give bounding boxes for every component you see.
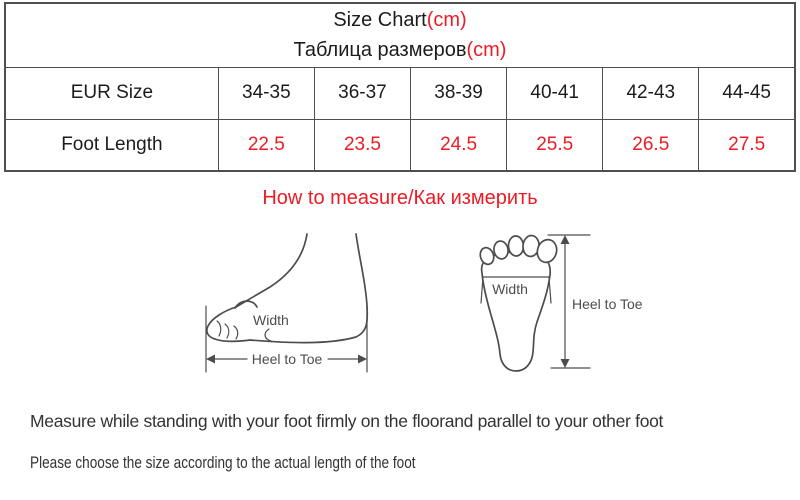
- foot-length-value: 24.5: [410, 118, 508, 172]
- instep-bump-line: [234, 300, 258, 309]
- eur-size-row-header: EUR Size: [4, 66, 219, 120]
- toe-middle: [507, 235, 525, 257]
- arrowhead-up-icon: [560, 235, 570, 244]
- width-tick-right: [548, 276, 552, 304]
- toe-arc-1: [216, 320, 222, 337]
- width-pointer-arc: [264, 328, 272, 342]
- table-title-cell: Size Chart(cm) Таблица размеров(cm): [4, 2, 796, 68]
- eur-size-value: 42-43: [602, 66, 700, 120]
- size-table: Size Chart(cm) Таблица размеров(cm) EUR …: [4, 2, 796, 172]
- title-en-unit: (cm): [426, 9, 467, 32]
- foot-side-view-diagram: Width Heel to Toe: [205, 233, 369, 373]
- footprint-outline: [480, 250, 552, 372]
- title-en-text: Size Chart: [333, 9, 427, 32]
- note-measure-standing: Measure while standing with your foot fi…: [30, 411, 664, 431]
- heel-to-toe-label: Heel to Toe: [252, 351, 323, 367]
- measure-heading: How to measure/Как измерить: [262, 187, 538, 209]
- back-leg-heel-sole-line: [249, 233, 369, 344]
- foot-top-view-diagram: Width Heel to Toe: [479, 234, 643, 372]
- toe-fourth: [493, 240, 509, 260]
- note-choose-size: Please choose the size according to the …: [30, 453, 416, 472]
- eur-size-value: 40-41: [506, 66, 604, 120]
- title-ru-unit: (cm): [466, 39, 507, 62]
- eur-size-value: 38-39: [410, 66, 508, 120]
- foot-length-row: Foot Length 22.5 23.5 24.5 25.5 26.5 27.…: [4, 118, 796, 172]
- foot-length-row-header: Foot Length: [4, 118, 219, 172]
- toe-front-outline: [205, 306, 251, 343]
- toe-big: [536, 238, 558, 264]
- toe-small: [479, 246, 495, 266]
- width-label: Width: [253, 312, 289, 328]
- table-title-row: Size Chart(cm) Таблица размеров(cm): [4, 2, 796, 68]
- arrowhead-right-icon: [358, 354, 367, 364]
- foot-length-value: 26.5: [602, 118, 700, 172]
- table-title-ru: Таблица размеров(cm): [6, 35, 794, 65]
- eur-size-row: EUR Size 34-35 36-37 38-39 40-41 42-43 4…: [4, 66, 796, 120]
- foot-length-value: 25.5: [506, 118, 604, 172]
- toe-arc-2: [224, 323, 230, 339]
- title-ru-text: Таблица размеров: [293, 39, 467, 62]
- heel-to-toe-label: Heel to Toe: [572, 296, 643, 312]
- eur-size-value: 36-37: [313, 66, 412, 120]
- foot-length-value: 22.5: [217, 118, 315, 172]
- width-label: Width: [492, 281, 528, 297]
- eur-size-value: 44-45: [698, 66, 796, 120]
- arrowhead-down-icon: [560, 359, 570, 368]
- foot-length-value: 23.5: [313, 118, 412, 172]
- table-title-en: Size Chart(cm): [6, 5, 794, 35]
- foot-length-value: 27.5: [698, 118, 796, 172]
- front-shin-line: [235, 233, 308, 308]
- width-tick-left: [480, 276, 484, 304]
- eur-size-value: 34-35: [217, 66, 315, 120]
- arrowhead-left-icon: [206, 354, 215, 364]
- toe-arc-3: [233, 325, 239, 340]
